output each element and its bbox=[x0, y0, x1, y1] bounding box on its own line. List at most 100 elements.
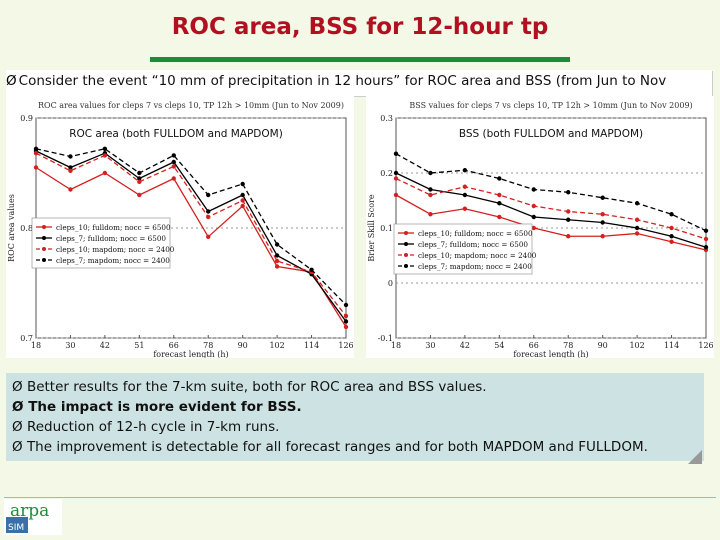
bss-chart-svg: BSS values for cleps 7 vs cleps 10, TP 1… bbox=[367, 101, 714, 358]
data-point bbox=[274, 253, 280, 258]
data-point bbox=[102, 170, 108, 176]
series-line bbox=[395, 153, 707, 232]
chart-subtitle: ROC area (both FULLDOM and MAPDOM) bbox=[69, 128, 283, 140]
bullet-item: Ø Reduction of 12-h cycle in 7-km runs. bbox=[12, 417, 698, 437]
y-tick-label: 0.9 bbox=[20, 114, 33, 123]
y-tick-label: 0.8 bbox=[20, 224, 33, 233]
data-point bbox=[274, 242, 280, 247]
legend-label: cleps_7; mapdom; nocc = 2400 bbox=[56, 256, 170, 265]
data-point bbox=[600, 234, 605, 239]
data-point bbox=[566, 190, 571, 195]
data-point bbox=[206, 209, 211, 214]
data-point bbox=[393, 176, 399, 181]
data-point bbox=[343, 324, 349, 330]
legend-label: cleps_7; fulldom; nocc = 6500 bbox=[418, 240, 528, 249]
data-point bbox=[428, 212, 433, 217]
x-tick-label: 126 bbox=[338, 341, 353, 350]
footer-divider bbox=[4, 497, 716, 498]
data-point bbox=[206, 192, 211, 198]
bss-chart: BSS values for cleps 7 vs cleps 10, TP 1… bbox=[366, 96, 714, 358]
series-line bbox=[395, 194, 707, 251]
data-point bbox=[428, 170, 433, 176]
bullet-arrow-icon: Ø bbox=[6, 73, 17, 89]
intro-box: Ø Consider the event “10 mm of precipitat… bbox=[6, 70, 712, 111]
data-point bbox=[137, 170, 142, 176]
data-point bbox=[703, 228, 709, 233]
legend-marker bbox=[404, 253, 408, 257]
data-point bbox=[68, 168, 73, 173]
data-point bbox=[497, 192, 502, 198]
data-point bbox=[634, 201, 640, 206]
bullet-text: Better results for the 7-km suite, both … bbox=[26, 379, 487, 395]
x-tick-label: 18 bbox=[31, 341, 41, 350]
data-point bbox=[171, 176, 176, 181]
x-tick-label: 126 bbox=[698, 341, 713, 350]
data-point bbox=[600, 212, 605, 217]
conclusions-box: Ø Better results for the 7-km suite, bot… bbox=[6, 373, 704, 461]
x-tick-label: 42 bbox=[100, 341, 110, 350]
legend-label: cleps_10; mapdom; nocc = 2400 bbox=[418, 251, 537, 260]
series-line bbox=[395, 177, 707, 240]
data-point bbox=[274, 258, 280, 264]
x-tick-label: 90 bbox=[238, 341, 248, 350]
x-axis-label: forecast length (h) bbox=[513, 350, 588, 358]
bullet-item: Ø The improvement is detectable for all … bbox=[12, 437, 698, 457]
data-point bbox=[240, 181, 245, 187]
legend-box bbox=[393, 223, 533, 275]
bullet-text: The impact is more evident for BSS. bbox=[28, 399, 302, 415]
x-tick-label: 102 bbox=[269, 341, 284, 350]
chart-subtitle: BSS (both FULLDOM and MAPDOM) bbox=[459, 128, 643, 140]
data-point bbox=[240, 198, 245, 203]
data-point bbox=[393, 170, 399, 176]
bullet-arrow-icon: Ø bbox=[12, 399, 24, 415]
legend-label: cleps_10; fulldom; nocc = 6500 bbox=[56, 223, 171, 232]
data-point bbox=[274, 264, 280, 269]
data-point bbox=[462, 206, 468, 211]
x-axis-label: forecast length (h) bbox=[153, 350, 228, 358]
x-tick-label: 30 bbox=[425, 341, 435, 350]
data-point bbox=[531, 187, 536, 192]
x-tick-label: 51 bbox=[134, 341, 144, 350]
legend-marker bbox=[404, 231, 408, 235]
roc-area-chart-svg: ROC area values for cleps 7 vs cleps 10,… bbox=[7, 101, 354, 358]
data-point bbox=[68, 154, 73, 159]
x-tick-label: 42 bbox=[460, 341, 470, 350]
legend-label: cleps_7; fulldom; nocc = 6500 bbox=[56, 234, 166, 243]
data-point bbox=[531, 225, 536, 231]
x-tick-label: 114 bbox=[304, 341, 319, 350]
data-point bbox=[137, 179, 142, 184]
data-point bbox=[634, 217, 640, 222]
data-point bbox=[171, 164, 176, 169]
legend-marker bbox=[42, 258, 46, 262]
chart-title: BSS values for cleps 7 vs cleps 10, TP 1… bbox=[409, 101, 692, 110]
legend-box bbox=[31, 217, 171, 269]
y-tick-label: 0.2 bbox=[380, 169, 393, 178]
x-tick-label: 54 bbox=[494, 341, 504, 350]
roc-area-chart: ROC area values for cleps 7 vs cleps 10,… bbox=[6, 96, 354, 358]
data-point bbox=[462, 192, 468, 198]
y-tick-label: 0 bbox=[388, 279, 393, 288]
y-axis-label: ROC area values bbox=[7, 194, 16, 262]
bullet-item: Ø Better results for the 7-km suite, bot… bbox=[12, 377, 698, 397]
y-tick-label: 0.3 bbox=[380, 114, 393, 123]
legend-label: cleps_7; mapdom; nocc = 2400 bbox=[418, 262, 532, 271]
x-tick-label: 66 bbox=[529, 341, 539, 350]
data-point bbox=[566, 234, 571, 239]
data-point bbox=[462, 168, 468, 173]
data-point bbox=[703, 236, 709, 242]
series-line bbox=[35, 150, 347, 322]
data-point bbox=[497, 201, 502, 206]
data-point bbox=[206, 214, 211, 220]
data-point bbox=[240, 203, 245, 209]
data-point bbox=[393, 151, 399, 156]
legend-marker bbox=[42, 247, 46, 251]
data-point bbox=[240, 192, 245, 198]
data-point bbox=[703, 245, 709, 250]
series-line bbox=[35, 152, 347, 317]
legend-marker bbox=[404, 242, 408, 246]
y-tick-label: 0.1 bbox=[380, 224, 393, 233]
data-point bbox=[33, 151, 39, 156]
data-point bbox=[497, 176, 502, 181]
data-point bbox=[428, 187, 433, 192]
data-point bbox=[33, 146, 39, 151]
